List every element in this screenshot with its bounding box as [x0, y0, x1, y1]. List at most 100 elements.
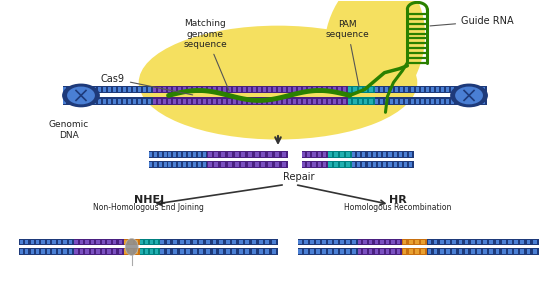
Bar — [124, 248, 140, 255]
Bar — [178, 99, 181, 104]
Bar — [328, 162, 332, 167]
Bar — [386, 250, 389, 254]
Text: NHEJ: NHEJ — [134, 195, 164, 205]
Bar — [421, 240, 425, 244]
Bar — [370, 87, 372, 92]
Bar — [19, 248, 74, 255]
Bar — [404, 153, 407, 157]
Bar — [233, 250, 236, 254]
Bar — [58, 240, 61, 244]
Bar — [293, 99, 296, 104]
Bar — [293, 87, 296, 92]
Bar — [265, 240, 269, 244]
Bar — [323, 87, 326, 92]
Bar — [36, 250, 39, 254]
Bar — [214, 162, 219, 167]
Bar — [80, 240, 83, 244]
Bar — [308, 99, 311, 104]
Bar — [188, 87, 191, 92]
Bar — [273, 99, 276, 104]
Bar — [42, 250, 45, 254]
Bar — [186, 250, 190, 254]
Bar — [416, 87, 418, 92]
Bar — [193, 87, 196, 92]
Bar — [421, 250, 425, 254]
Bar — [203, 87, 206, 92]
Bar — [63, 250, 67, 254]
Bar — [252, 240, 256, 244]
Bar — [138, 99, 141, 104]
Bar — [343, 99, 346, 104]
Bar — [238, 87, 241, 92]
Bar — [78, 99, 81, 104]
Bar — [409, 240, 412, 244]
Bar — [178, 153, 181, 157]
Bar — [427, 250, 431, 254]
Bar — [508, 250, 512, 254]
Bar — [275, 162, 279, 167]
Bar — [183, 153, 186, 157]
Bar — [457, 87, 460, 92]
Bar — [268, 153, 272, 157]
Bar — [358, 240, 361, 244]
Bar — [328, 240, 332, 244]
Bar — [263, 99, 266, 104]
Bar — [375, 250, 378, 254]
Bar — [465, 240, 468, 244]
Bar — [42, 240, 45, 244]
Bar — [328, 161, 352, 168]
Bar — [391, 250, 395, 254]
Bar — [91, 250, 94, 254]
Bar — [316, 240, 320, 244]
Bar — [241, 162, 245, 167]
Bar — [352, 250, 356, 254]
Bar — [163, 87, 166, 92]
Bar — [219, 250, 223, 254]
Bar — [213, 250, 216, 254]
Bar — [243, 87, 246, 92]
Text: Matching
genome
sequence: Matching genome sequence — [184, 19, 229, 91]
Bar — [153, 99, 156, 104]
Bar — [124, 239, 140, 245]
Bar — [155, 240, 158, 244]
Bar — [73, 99, 76, 104]
Bar — [235, 153, 239, 157]
Bar — [149, 162, 152, 167]
Bar — [458, 250, 462, 254]
Bar — [148, 99, 151, 104]
Bar — [380, 250, 384, 254]
Bar — [154, 162, 157, 167]
Bar — [203, 162, 206, 167]
Bar — [93, 99, 96, 104]
Bar — [135, 250, 138, 254]
Bar — [304, 240, 308, 244]
Bar — [19, 239, 74, 245]
Bar — [219, 240, 223, 244]
Bar — [373, 162, 376, 167]
Bar — [333, 99, 336, 104]
Bar — [173, 99, 176, 104]
Bar — [198, 87, 201, 92]
Bar — [346, 162, 350, 167]
Bar — [375, 99, 378, 104]
Bar — [302, 162, 305, 167]
Bar — [307, 162, 310, 167]
Bar — [74, 240, 78, 244]
Bar — [69, 240, 72, 244]
Bar — [133, 87, 136, 92]
Bar — [160, 240, 164, 244]
Bar — [233, 99, 236, 104]
Bar — [228, 99, 231, 104]
Bar — [129, 240, 133, 244]
Bar — [183, 162, 186, 167]
Bar — [451, 99, 455, 104]
Text: Genomic
DNA: Genomic DNA — [49, 120, 89, 140]
Bar — [193, 153, 196, 157]
Bar — [83, 99, 86, 104]
Bar — [367, 153, 371, 157]
Bar — [118, 87, 121, 92]
Bar — [218, 99, 221, 104]
Bar — [208, 87, 211, 92]
Bar — [352, 161, 415, 168]
Bar — [521, 250, 524, 254]
